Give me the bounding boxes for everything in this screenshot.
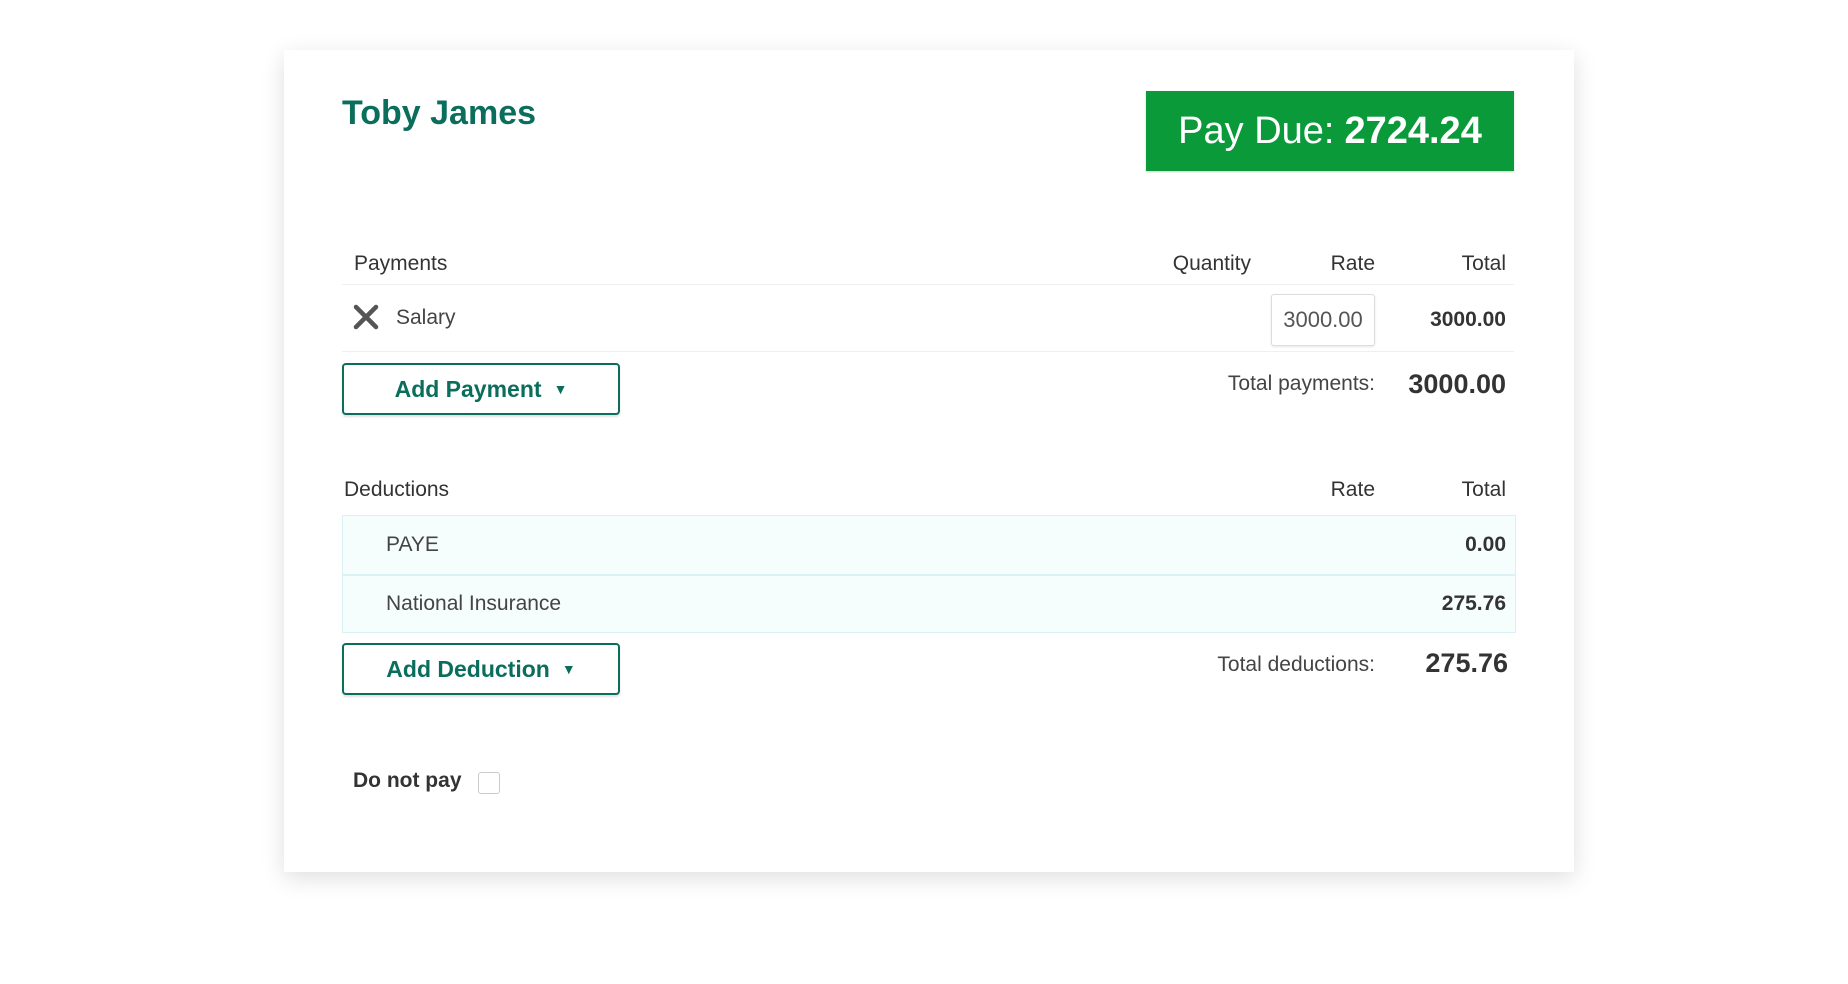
total-column-header: Total <box>1461 252 1506 275</box>
pay-due-value: 2724.24 <box>1344 109 1482 152</box>
close-icon[interactable] <box>352 303 380 331</box>
divider <box>342 284 1514 285</box>
deduction-total: 275.76 <box>1441 592 1506 615</box>
payments-header: Payments <box>354 252 448 275</box>
caret-down-icon: ▼ <box>561 661 576 677</box>
caret-down-icon: ▼ <box>553 381 568 397</box>
employee-name: Toby James <box>342 94 537 132</box>
do-not-pay-checkbox[interactable] <box>478 772 500 794</box>
total-deductions-value: 275.76 <box>1425 648 1508 678</box>
payment-name: Salary <box>396 306 456 329</box>
deduction-rate-column-header: Rate <box>1330 478 1375 501</box>
total-payments-value: 3000.00 <box>1408 369 1506 399</box>
rate-column-header: Rate <box>1330 252 1375 275</box>
add-deduction-label: Add Deduction <box>386 655 550 682</box>
add-deduction-button[interactable]: Add Deduction ▼ <box>342 643 620 695</box>
deduction-total: 0.00 <box>1465 533 1506 556</box>
payslip-card: Toby James Pay Due: 2724.24 Payments Qua… <box>284 50 1574 872</box>
quantity-column-header: Quantity <box>1172 252 1251 275</box>
deduction-row: PAYE 0.00 <box>343 516 1515 574</box>
total-deductions-label: Total deductions: <box>1217 653 1375 676</box>
total-payments-label: Total payments: <box>1227 372 1375 395</box>
deduction-name: PAYE <box>386 533 439 556</box>
deduction-name: National Insurance <box>386 592 562 615</box>
deduction-row: National Insurance 275.76 <box>343 574 1515 632</box>
pay-due-badge: Pay Due: 2724.24 <box>1146 91 1514 171</box>
divider <box>342 351 1514 352</box>
add-payment-label: Add Payment <box>394 375 542 402</box>
salary-rate-input[interactable] <box>1271 294 1375 346</box>
add-payment-button[interactable]: Add Payment ▼ <box>342 363 620 415</box>
deductions-table: PAYE 0.00 National Insurance 275.76 <box>342 515 1516 633</box>
deduction-total-column-header: Total <box>1461 478 1506 501</box>
payment-total: 3000.00 <box>1430 308 1506 331</box>
do-not-pay-label: Do not pay <box>353 769 462 792</box>
pay-due-label: Pay Due: <box>1178 109 1335 152</box>
deductions-header: Deductions <box>344 478 450 501</box>
